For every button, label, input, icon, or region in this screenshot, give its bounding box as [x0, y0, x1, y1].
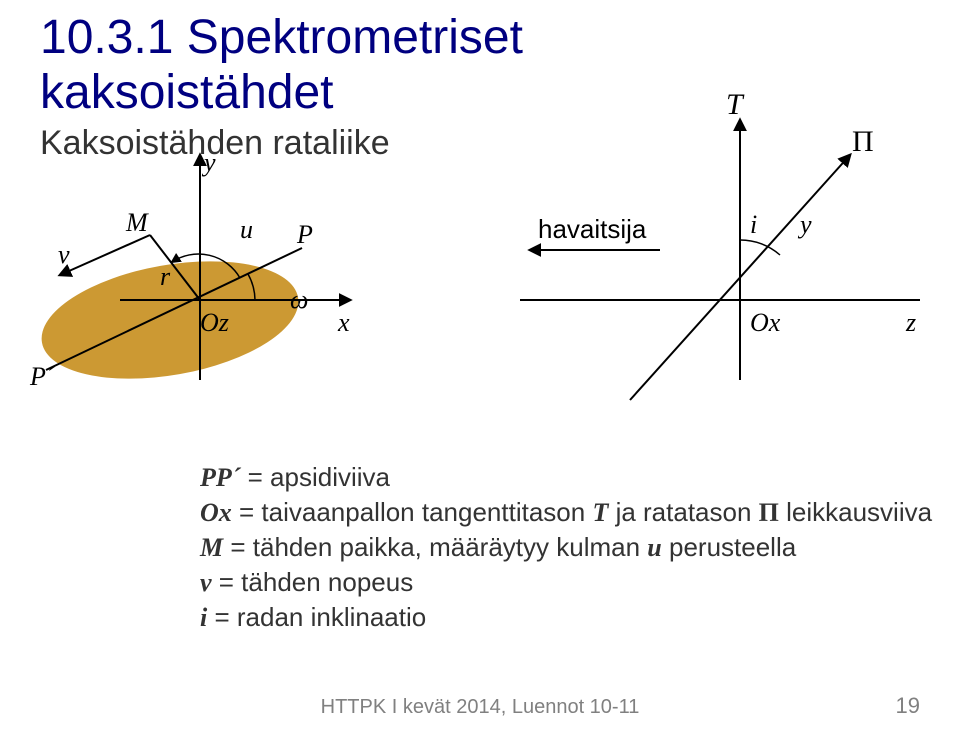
figA-label-omega: ω [290, 285, 308, 315]
legend-line-3: M = tähden paikka, määräytyy kulman u pe… [200, 530, 932, 565]
figB-label-i: i [750, 210, 757, 240]
figB-label-Ox: Ox [750, 308, 780, 338]
figA-label-y: y [204, 148, 216, 178]
figA-label-x: x [338, 308, 350, 338]
figA-label-M: M [126, 208, 148, 238]
figB-label-Pi: Π [852, 125, 874, 159]
footer-text: HTTPK I kevät 2014, Luennot 10-11 [0, 696, 960, 719]
figB-label-y: y [800, 210, 812, 240]
legend-line-5: i = radan inklinaatio [200, 600, 932, 635]
figA-label-Pprime: P´ [30, 362, 55, 392]
figA-label-P: P [297, 220, 313, 250]
figA-label-v: v [58, 240, 70, 270]
i-arc [740, 240, 780, 255]
legend-block: PP´ = apsidiviiva Ox = taivaanpallon tan… [200, 460, 932, 635]
figA-label-r: r [160, 262, 170, 292]
figure-a [32, 155, 350, 397]
v-vector [60, 235, 150, 275]
figA-label-Oz: Oz [200, 308, 229, 338]
figure-b [520, 120, 920, 400]
legend-line-2: Ox = taivaanpallon tangenttitason T ja r… [200, 495, 932, 530]
figB-label-z: z [906, 308, 916, 338]
figB-label-havaitsija: havaitsija [538, 214, 646, 245]
legend-line-1: PP´ = apsidiviiva [200, 460, 932, 495]
figA-label-u: u [240, 215, 253, 245]
page-number: 19 [896, 693, 920, 719]
figB-label-T: T [726, 88, 743, 122]
legend-line-4: v = tähden nopeus [200, 565, 932, 600]
